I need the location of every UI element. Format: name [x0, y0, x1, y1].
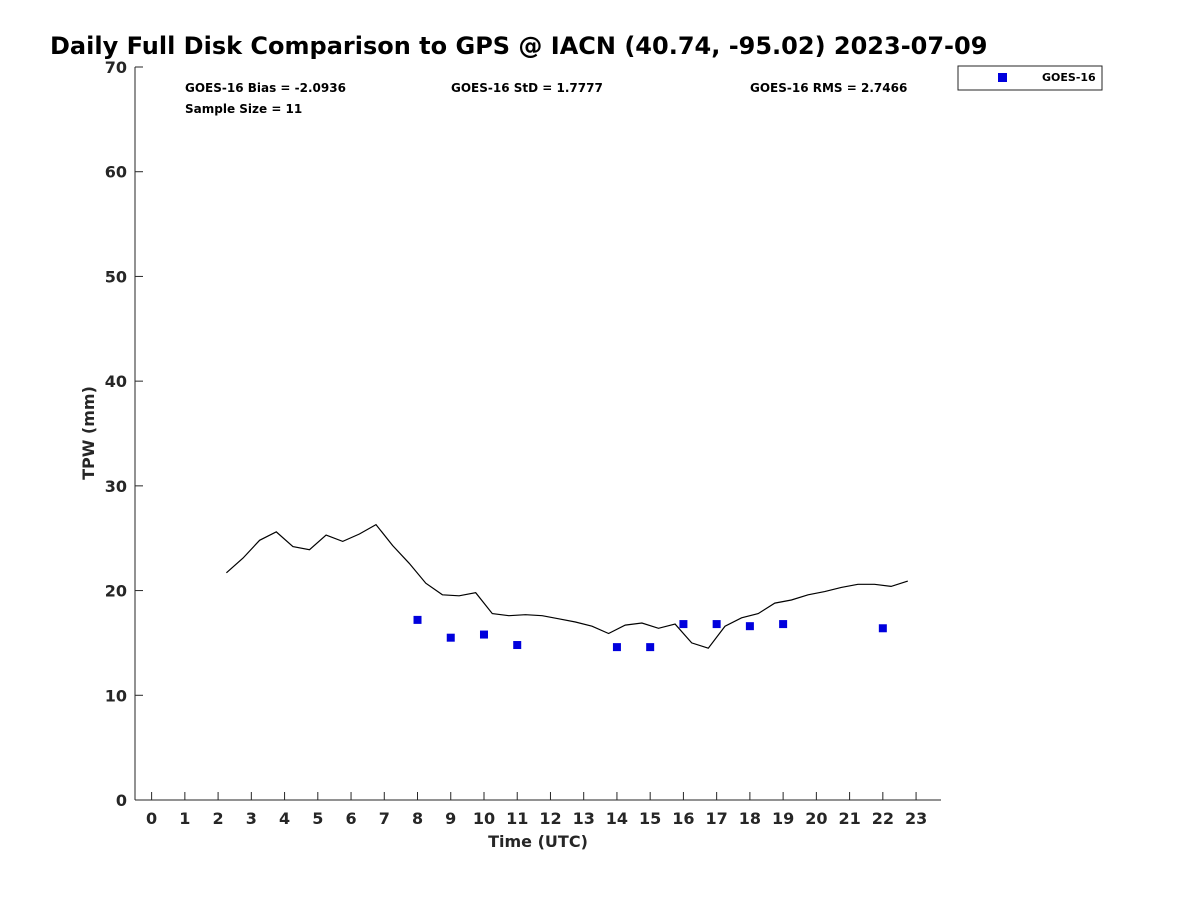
- y-tick-label: 50: [105, 267, 127, 286]
- x-tick-label: 21: [838, 809, 860, 828]
- x-axis-ticks: 0 1 2 3 4 5 6 7 8 9 10 11 12 13 14 15 16 17 18 19 20 21 22 23: [146, 792, 927, 828]
- x-tick-label: 12: [539, 809, 561, 828]
- goes-16-point: [479, 630, 488, 639]
- x-tick-label: 22: [872, 809, 894, 828]
- x-tick-label: 10: [473, 809, 495, 828]
- gps-tpw-line: [226, 523, 908, 649]
- x-tick-label: 3: [246, 809, 257, 828]
- goes-16-point: [413, 615, 422, 624]
- y-tick-label: 0: [116, 791, 127, 810]
- x-tick-label: 17: [706, 809, 728, 828]
- goes-16-point: [878, 624, 887, 633]
- goes-16-point: [779, 620, 788, 629]
- x-tick-label: 23: [905, 809, 927, 828]
- stat-bias: GOES-16 Bias = -2.0936: [185, 81, 346, 95]
- x-tick-label: 15: [639, 809, 661, 828]
- stat-std: GOES-16 StD = 1.7777: [451, 81, 603, 95]
- goes-16-point: [745, 622, 754, 631]
- goes-16-point: [612, 643, 621, 652]
- series-layer: [226, 523, 908, 652]
- y-axis-label: TPW (mm): [79, 386, 98, 480]
- y-tick-label: 30: [105, 477, 127, 496]
- x-tick-label: 5: [312, 809, 323, 828]
- x-tick-label: 8: [412, 809, 423, 828]
- legend-marker-goes-16: [998, 73, 1007, 82]
- goes-16-point: [679, 620, 688, 629]
- x-tick-label: 16: [672, 809, 694, 828]
- goes-16-point: [446, 633, 455, 642]
- y-tick-label: 10: [105, 686, 127, 705]
- legend: GOES-16: [957, 65, 1103, 91]
- goes-16-point: [712, 620, 721, 629]
- y-axis-ticks: 0 10 20 30 40 50 60 70: [105, 58, 143, 810]
- x-axis-label: Time (UTC): [488, 832, 588, 851]
- goes-16-point: [513, 641, 522, 650]
- x-tick-label: 13: [573, 809, 595, 828]
- x-tick-label: 1: [179, 809, 190, 828]
- stat-sample-size: Sample Size = 11: [185, 102, 302, 116]
- x-tick-label: 19: [772, 809, 794, 828]
- y-tick-label: 70: [105, 58, 127, 77]
- y-tick-label: 20: [105, 582, 127, 601]
- x-tick-label: 20: [805, 809, 827, 828]
- stat-rms: GOES-16 RMS = 2.7466: [750, 81, 907, 95]
- x-tick-label: 18: [739, 809, 761, 828]
- x-tick-label: 2: [213, 809, 224, 828]
- y-tick-label: 40: [105, 372, 127, 391]
- x-tick-label: 4: [279, 809, 290, 828]
- x-tick-label: 0: [146, 809, 157, 828]
- x-tick-label: 14: [606, 809, 628, 828]
- x-tick-label: 6: [345, 809, 356, 828]
- x-tick-label: 9: [445, 809, 456, 828]
- goes-16-point: [646, 643, 655, 652]
- x-tick-label: 7: [379, 809, 390, 828]
- legend-label-goes-16: GOES-16: [1042, 71, 1096, 84]
- y-tick-label: 60: [105, 163, 127, 182]
- chart-title: Daily Full Disk Comparison to GPS @ IACN…: [50, 32, 987, 60]
- legend-box: [957, 65, 1103, 91]
- x-tick-label: 11: [506, 809, 528, 828]
